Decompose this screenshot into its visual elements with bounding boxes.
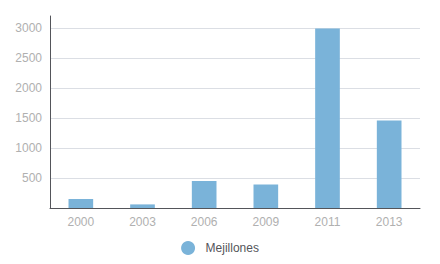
- svg-text:500: 500: [22, 171, 42, 185]
- svg-text:Mejillones: Mejillones: [206, 241, 259, 255]
- svg-text:1500: 1500: [15, 111, 42, 125]
- svg-text:2500: 2500: [15, 51, 42, 65]
- svg-text:2009: 2009: [252, 215, 279, 229]
- svg-text:2000: 2000: [15, 81, 42, 95]
- svg-text:1000: 1000: [15, 141, 42, 155]
- svg-text:2011: 2011: [315, 215, 341, 229]
- svg-text:3000: 3000: [15, 21, 42, 35]
- svg-text:2006: 2006: [191, 215, 218, 229]
- svg-text:2003: 2003: [129, 215, 156, 229]
- svg-text:2013: 2013: [376, 215, 403, 229]
- svg-text:2000: 2000: [67, 215, 94, 229]
